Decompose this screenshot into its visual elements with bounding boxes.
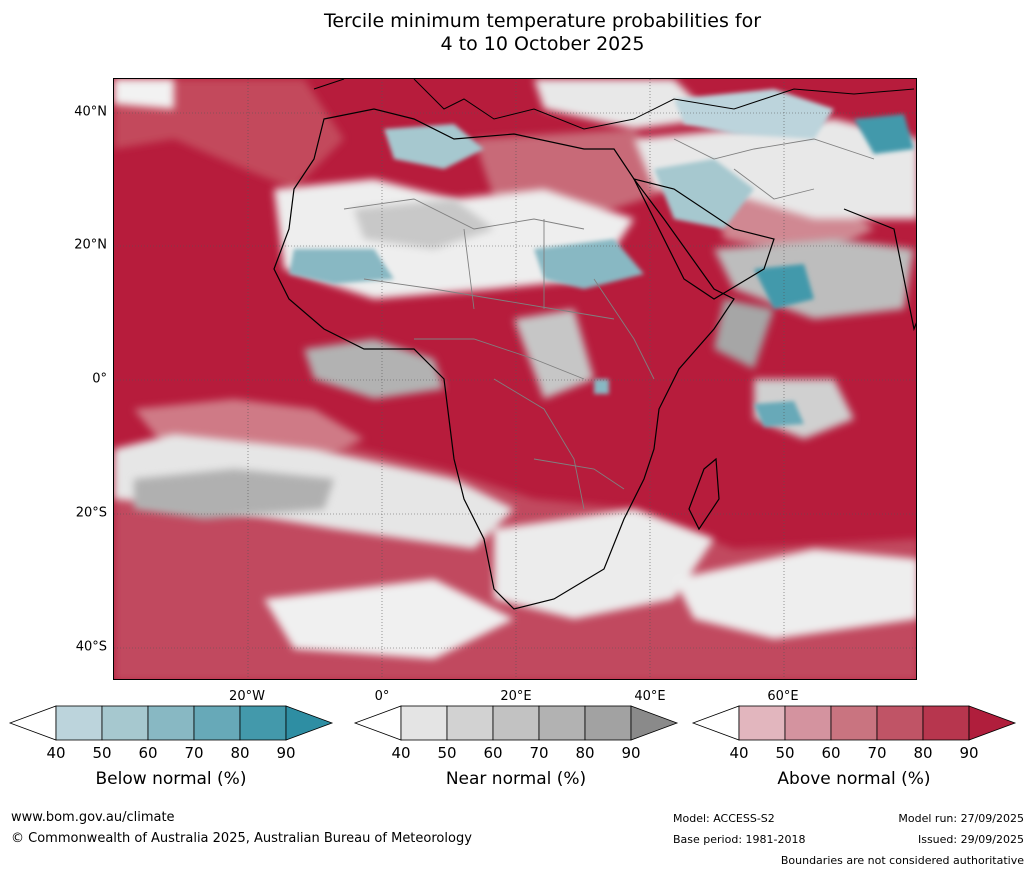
country-borders [343, 138, 875, 510]
colorbar-tick-label: 80 [575, 744, 595, 762]
colorbar-arrow-low [691, 705, 740, 741]
colorbar-above-normal [691, 705, 1017, 741]
colorbar-tick-label: 90 [621, 744, 641, 762]
colorbar-tick-label: 50 [437, 744, 457, 762]
colorbar-segment [876, 705, 924, 741]
colorbar-segment [55, 705, 103, 741]
colorbar-arrow-high [285, 705, 334, 741]
title-line-2: 4 to 10 October 2025 [440, 33, 645, 55]
lon-label-40e: 40°E [634, 689, 666, 704]
colorbar-segment [147, 705, 195, 741]
colorbar-segment [922, 705, 970, 741]
india-coastline [843, 208, 916, 332]
probability-map[interactable] [113, 78, 917, 680]
website-link[interactable]: www.bom.gov.au/climate [11, 810, 175, 825]
colorbar-near-normal [353, 705, 679, 741]
colorbar-tick-label: 80 [913, 744, 933, 762]
near-normal-areas [134, 199, 914, 519]
lat-label-20s: 20°S [75, 505, 107, 521]
colorbar-label-above: Above normal (%) [777, 769, 931, 789]
colorbar-tick-label: 70 [184, 744, 204, 762]
chart-title: Tercile minimum temperature probabilitie… [0, 10, 1035, 56]
colorbar-segment [584, 705, 632, 741]
colorbar-arrow-low [8, 705, 57, 741]
boundaries-disclaimer: Boundaries are not considered authoritat… [780, 854, 1024, 867]
map-canvas [114, 79, 916, 679]
africa-coastline [273, 108, 735, 610]
colorbar-tick-label: 50 [92, 744, 112, 762]
colorbar-segment [400, 705, 448, 741]
colorbar-tick-label: 70 [529, 744, 549, 762]
lon-label-20e: 20°E [500, 689, 532, 704]
madagascar-coastline [688, 457, 720, 531]
colorbar-tick-label: 60 [821, 744, 841, 762]
colorbar-segment [193, 705, 241, 741]
colorbar-segment [538, 705, 586, 741]
colorbar-arrow-high [630, 705, 679, 741]
colorbar-tick-label: 40 [729, 744, 749, 762]
lat-label-40s: 40°S [75, 639, 107, 655]
colorbar-tick-label: 40 [46, 744, 66, 762]
colorbar-segment [830, 705, 878, 741]
arabian-peninsula-coastline [632, 178, 775, 300]
colorbar-segment [101, 705, 149, 741]
colorbar-tick-label: 80 [230, 744, 250, 762]
colorbar-segment [446, 705, 494, 741]
title-line-1: Tercile minimum temperature probabilitie… [323, 10, 762, 32]
model-run: Model run: 27/09/2025 [898, 812, 1024, 825]
colorbar-segment [239, 705, 287, 741]
colorbar-label-near: Near normal (%) [445, 769, 587, 789]
lon-label-0: 0° [374, 689, 390, 704]
lat-label-20n: 20°N [74, 237, 107, 253]
colorbar-tick-label: 90 [959, 744, 979, 762]
issued-date: Issued: 29/09/2025 [917, 833, 1024, 846]
colorbar-below-normal [8, 705, 334, 741]
colorbar-segment [738, 705, 786, 741]
colorbar-tick-label: 40 [391, 744, 411, 762]
lon-label-20w: 20°W [229, 689, 265, 704]
colorbar-segment [492, 705, 540, 741]
colorbar-arrow-high [968, 705, 1017, 741]
colorbar-tick-label: 60 [483, 744, 503, 762]
colorbar-segment [784, 705, 832, 741]
colorbar-label-below: Below normal (%) [95, 769, 247, 789]
below-normal-areas [289, 89, 914, 427]
colorbar-tick-label: 70 [867, 744, 887, 762]
colorbar-arrow-low [353, 705, 402, 741]
lon-label-60e: 60°E [767, 689, 799, 704]
colorbar-tick-label: 50 [775, 744, 795, 762]
colorbar-tick-label: 90 [276, 744, 296, 762]
colorbar-tick-label: 60 [138, 744, 158, 762]
model-name: Model: ACCESS-S2 [673, 812, 775, 825]
base-period: Base period: 1981-2018 [673, 833, 806, 846]
europe-coastline [313, 79, 915, 130]
lat-label-0: 0° [92, 371, 107, 387]
copyright-text: © Commonwealth of Australia 2025, Austra… [11, 831, 472, 846]
lat-label-40n: 40°N [74, 104, 107, 120]
